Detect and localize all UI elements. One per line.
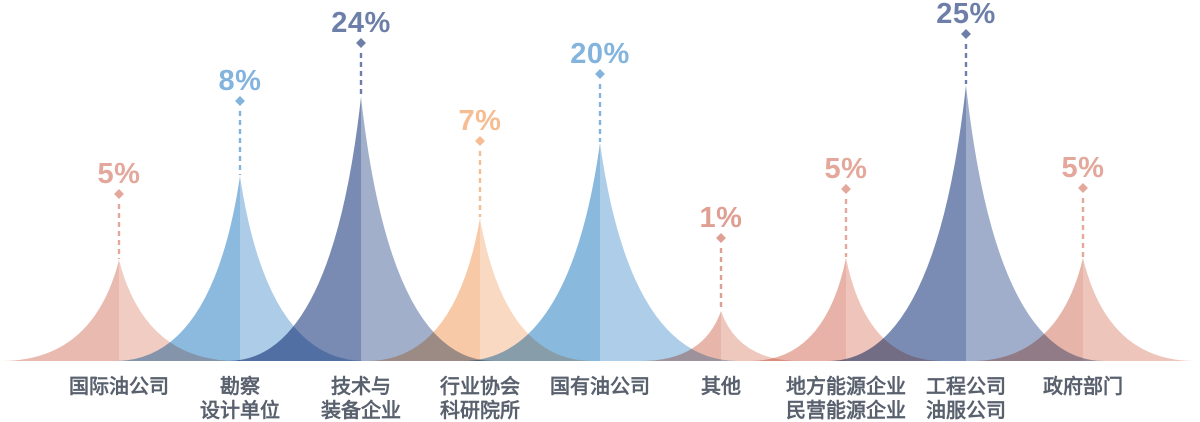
peak-international-oil-companies-right-half [119, 260, 237, 361]
peak-international-oil-companies-left-half [1, 260, 119, 361]
category-label-line: 装备企业 [321, 400, 401, 422]
peak-engineering-oilfield-service-companies-diamond-marker-icon [961, 29, 971, 39]
peak-government-departments-left-half [971, 258, 1083, 361]
peak-industry-association-research-institutes-right-half [480, 218, 593, 361]
peak-technology-equipment-companies-right-half [361, 97, 494, 361]
peak-survey-design-units-value-label: 8% [218, 65, 262, 97]
peak-industry-association-research-institutes-value-label: 7% [458, 105, 502, 137]
peak-others-value-label: 1% [699, 202, 743, 234]
category-label-line: 科研院所 [440, 400, 520, 422]
category-label-line: 油服公司 [926, 400, 1006, 422]
peak-state-owned-oil-companies-value-label: 20% [570, 38, 630, 70]
peak-technology-equipment-companies-category-label: 技术与 装备企业 [266, 375, 456, 422]
category-label-line: 技术与 [331, 376, 391, 398]
peak-technology-equipment-companies-diamond-marker-icon [356, 38, 366, 48]
peak-state-owned-oil-companies-diamond-marker-icon [595, 69, 605, 79]
category-label-line: 国际油公司 [69, 376, 169, 398]
peak-others-right-half [721, 311, 801, 361]
peak-government-departments-diamond-marker-icon [1078, 183, 1088, 193]
peak-government-departments-category-label: 政府部门 [988, 375, 1178, 399]
peak-government-departments-right-half [1083, 258, 1195, 361]
peak-technology-equipment-companies-left-half [228, 97, 361, 361]
peak-industry-association-research-institutes-left-half [367, 218, 480, 361]
peak-local-private-energy-companies-diamond-marker-icon [841, 184, 851, 194]
peak-industry-association-research-institutes-category-label: 行业协会 科研院所 [385, 375, 575, 422]
category-label-line: 国有油公司 [550, 376, 650, 398]
peak-government-departments-value-label: 5% [1061, 152, 1105, 184]
peak-survey-design-units-left-half [115, 176, 240, 361]
peak-engineering-oilfield-service-companies-category-label: 工程公司 油服公司 [871, 375, 1061, 422]
peak-local-private-energy-companies-category-label: 地方能源企业 民营能源企业 [751, 375, 941, 422]
peak-local-private-energy-companies-left-half [750, 258, 846, 361]
category-label-line: 勘察 [220, 376, 260, 398]
category-label-line: 其他 [701, 376, 741, 398]
peak-state-owned-oil-companies-left-half [462, 143, 600, 361]
category-label-line: 行业协会 [440, 376, 520, 398]
peak-engineering-oilfield-service-companies-right-half [966, 85, 1104, 361]
peak-others-category-label: 其他 [626, 375, 816, 399]
peak-technology-equipment-companies-value-label: 24% [331, 7, 391, 39]
category-label-line: 工程公司 [926, 376, 1006, 398]
peak-international-oil-companies-category-label: 国际油公司 [24, 375, 214, 399]
peak-survey-design-units-category-label: 勘察 设计单位 [145, 375, 335, 422]
peak-engineering-oilfield-service-companies-value-label: 25% [936, 0, 996, 30]
peak-others-diamond-marker-icon [716, 233, 726, 243]
peak-state-owned-oil-companies-category-label: 国有油公司 [505, 375, 695, 399]
peak-local-private-energy-companies-value-label: 5% [824, 153, 868, 185]
peak-survey-design-units-right-half [240, 176, 365, 361]
category-label-line: 设计单位 [200, 400, 280, 422]
peak-others-left-half [641, 311, 721, 361]
peak-state-owned-oil-companies-right-half [600, 143, 738, 361]
peak-international-oil-companies-diamond-marker-icon [114, 189, 124, 199]
peak-survey-design-units-diamond-marker-icon [235, 96, 245, 106]
category-label-line: 民营能源企业 [786, 400, 906, 422]
category-label-line: 政府部门 [1043, 376, 1123, 398]
peak-industry-association-research-institutes-diamond-marker-icon [475, 136, 485, 146]
category-label-line: 地方能源企业 [786, 376, 906, 398]
peak-engineering-oilfield-service-companies-left-half [828, 85, 966, 361]
peak-local-private-energy-companies-right-half [846, 258, 942, 361]
peak-international-oil-companies-value-label: 5% [97, 158, 141, 190]
